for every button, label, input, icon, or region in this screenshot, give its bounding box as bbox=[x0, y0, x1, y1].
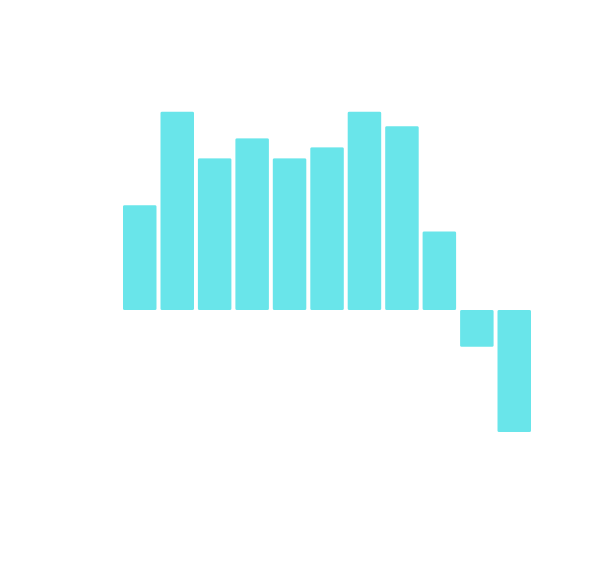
bar-9 bbox=[422, 231, 457, 310]
bar-1 bbox=[123, 205, 157, 310]
bar-2 bbox=[160, 111, 194, 310]
bar-5 bbox=[272, 158, 307, 310]
bar-8 bbox=[385, 126, 419, 310]
bar-7 bbox=[347, 111, 382, 310]
bar-10 bbox=[460, 310, 494, 347]
bar-3 bbox=[197, 158, 232, 310]
bar-6 bbox=[310, 147, 344, 310]
bar-11 bbox=[497, 310, 531, 432]
bar-4 bbox=[235, 138, 269, 310]
